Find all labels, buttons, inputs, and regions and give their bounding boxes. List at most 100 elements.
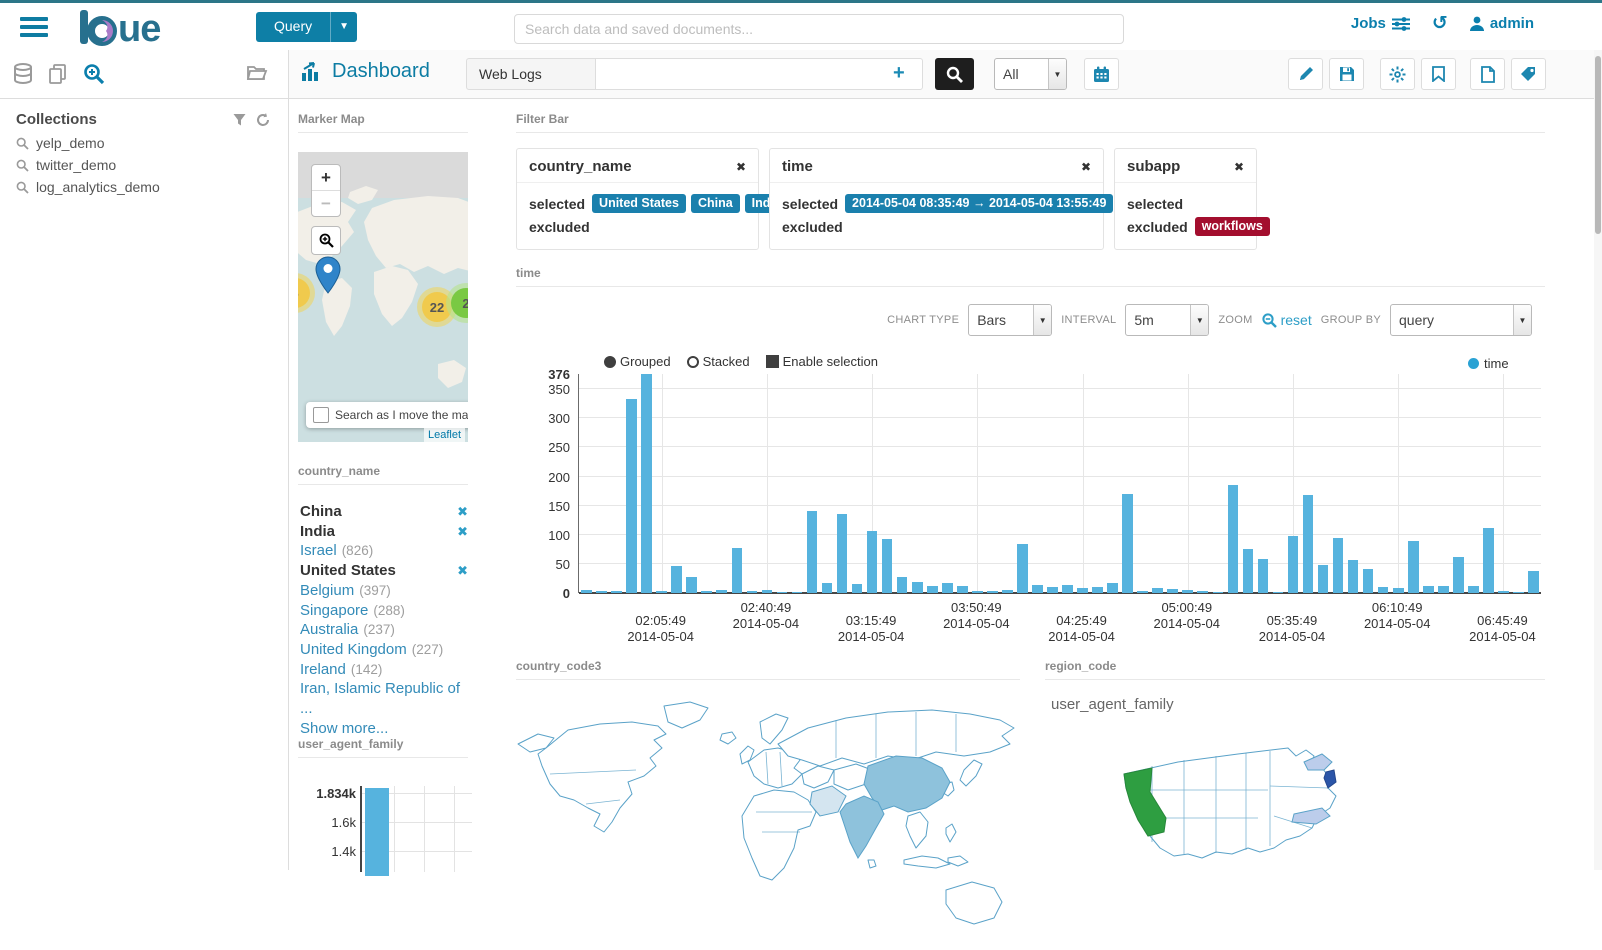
folder-open-icon[interactable] <box>246 62 268 82</box>
scope-select[interactable]: All ▼ <box>994 58 1067 90</box>
settings-button[interactable] <box>1380 58 1415 90</box>
query-button-label[interactable]: Query <box>274 17 313 34</box>
time-bar[interactable] <box>1227 485 1239 593</box>
time-bar[interactable] <box>671 565 682 593</box>
zoom-out-button[interactable]: − <box>312 190 340 216</box>
grouped-radio[interactable]: Grouped <box>604 354 671 369</box>
series-legend[interactable]: time <box>1468 356 1509 371</box>
time-bar[interactable] <box>1017 544 1028 593</box>
documents-icon[interactable] <box>48 63 68 85</box>
facet-value-row[interactable]: United Kingdom (227) <box>300 640 468 660</box>
time-bar[interactable] <box>1152 587 1163 593</box>
time-bar[interactable] <box>746 591 758 593</box>
calendar-button[interactable] <box>1084 58 1119 90</box>
time-bar[interactable] <box>1197 591 1209 593</box>
remove-facet-value-icon[interactable]: ✖ <box>457 523 468 539</box>
remove-facet-value-icon[interactable]: ✖ <box>457 563 468 579</box>
facet-value-row[interactable]: India ✖ <box>300 522 468 542</box>
time-bar[interactable] <box>941 583 953 593</box>
time-bar-chart[interactable] <box>578 374 1541 594</box>
chart-type-select[interactable]: Bars ▼ <box>968 304 1053 336</box>
time-bar[interactable] <box>926 586 938 593</box>
history-icon[interactable]: ↺ <box>1431 13 1448 34</box>
facet-value-row[interactable]: Ireland (142) <box>300 660 468 680</box>
tags-button[interactable] <box>1511 58 1546 90</box>
hue-logo[interactable]: ue <box>78 8 178 46</box>
facet-value-label[interactable]: India <box>300 522 336 540</box>
facet-value-label[interactable]: Ireland <box>300 660 346 678</box>
zoom-reset-link[interactable]: reset <box>1261 312 1312 328</box>
global-search-input[interactable] <box>514 14 1124 44</box>
facet-value-row[interactable]: Israel (826) <box>300 541 468 561</box>
dashboard-query-input[interactable] <box>595 58 923 90</box>
facet-value-label[interactable]: Iran, Islamic Republic of ... <box>300 680 461 718</box>
filter-pill[interactable]: workflows <box>1194 217 1270 236</box>
time-bar[interactable] <box>1092 587 1103 593</box>
time-bar[interactable] <box>1302 495 1314 593</box>
facet-value-row[interactable]: United States ✖ <box>300 561 468 581</box>
time-bar[interactable] <box>701 591 713 593</box>
time-bar[interactable] <box>866 530 878 593</box>
facet-value-row[interactable]: China ✖ <box>300 502 468 522</box>
mini-bar[interactable] <box>365 788 389 876</box>
time-bar[interactable] <box>1167 588 1179 593</box>
time-bar[interactable] <box>1483 527 1494 593</box>
facet-value-label[interactable]: Singapore <box>300 601 369 619</box>
close-icon[interactable]: ✖ <box>1233 159 1244 174</box>
time-bar[interactable] <box>1077 587 1088 593</box>
facet-value-label[interactable]: Show more... <box>300 719 389 737</box>
facet-value-row[interactable]: Belgium (397) <box>300 581 468 601</box>
map-cluster[interactable]: 2 <box>446 283 468 323</box>
facet-value-label[interactable]: United States <box>300 562 396 580</box>
region-code-map[interactable] <box>1108 726 1400 906</box>
time-bar[interactable] <box>1362 568 1374 593</box>
map-magnify-button[interactable] <box>311 226 341 255</box>
time-bar[interactable] <box>611 591 622 593</box>
marker-map[interactable]: 5 22 2 + − Search as I move the map Leaf… <box>298 152 468 442</box>
time-bar[interactable] <box>1422 586 1434 593</box>
refresh-icon[interactable] <box>256 112 270 127</box>
time-bar[interactable] <box>1287 535 1299 593</box>
search-as-move-checkbox[interactable] <box>313 407 329 423</box>
remove-facet-value-icon[interactable]: ✖ <box>457 504 468 519</box>
time-bar[interactable] <box>596 591 607 593</box>
time-bar[interactable] <box>911 581 923 593</box>
database-icon[interactable] <box>13 63 33 85</box>
time-bar[interactable] <box>686 576 698 593</box>
time-bar[interactable] <box>1002 589 1013 593</box>
filter-pill[interactable]: China <box>690 194 740 213</box>
collection-item[interactable]: twitter_demo <box>0 154 288 176</box>
group-by-select[interactable]: query ▼ <box>1390 304 1532 336</box>
time-bar[interactable] <box>896 577 908 593</box>
query-caret-icon[interactable]: ▼ <box>330 11 357 42</box>
time-bar[interactable] <box>1032 585 1043 593</box>
time-bar[interactable] <box>1062 584 1073 593</box>
zoom-search-icon[interactable] <box>83 63 105 85</box>
time-bar[interactable] <box>851 584 863 593</box>
time-bar[interactable] <box>1257 559 1269 593</box>
edit-button[interactable] <box>1288 58 1323 90</box>
dashboard-title[interactable]: Dashboard <box>300 60 430 83</box>
collection-name-box[interactable]: Web Logs <box>466 58 596 90</box>
enable-selection-checkbox[interactable]: Enable selection <box>765 354 878 369</box>
time-bar[interactable] <box>972 591 983 593</box>
time-bar[interactable] <box>1377 587 1389 593</box>
search-as-move-control[interactable]: Search as I move the map <box>306 402 468 428</box>
time-bar[interactable] <box>956 586 968 593</box>
hamburger-menu-icon[interactable] <box>20 16 48 37</box>
zoom-in-button[interactable]: + <box>321 167 331 187</box>
new-document-button[interactable] <box>1470 58 1505 90</box>
time-bar[interactable] <box>1047 587 1058 593</box>
collection-item[interactable]: log_analytics_demo <box>0 176 288 198</box>
time-bar[interactable] <box>1107 582 1118 593</box>
user-agent-family-chart[interactable]: 1.834k 1.6k 1.4k <box>300 782 472 876</box>
stacked-radio[interactable]: Stacked <box>686 354 750 369</box>
time-bar[interactable] <box>716 590 728 593</box>
time-bar[interactable] <box>1212 591 1224 593</box>
add-facet-button[interactable]: + <box>893 62 905 84</box>
time-bar[interactable] <box>1137 590 1148 593</box>
facet-value-label[interactable]: Australia <box>300 621 359 639</box>
scrollbar-thumb[interactable] <box>1595 56 1601 234</box>
time-bar[interactable] <box>1272 591 1284 593</box>
time-bar[interactable] <box>1513 591 1524 593</box>
